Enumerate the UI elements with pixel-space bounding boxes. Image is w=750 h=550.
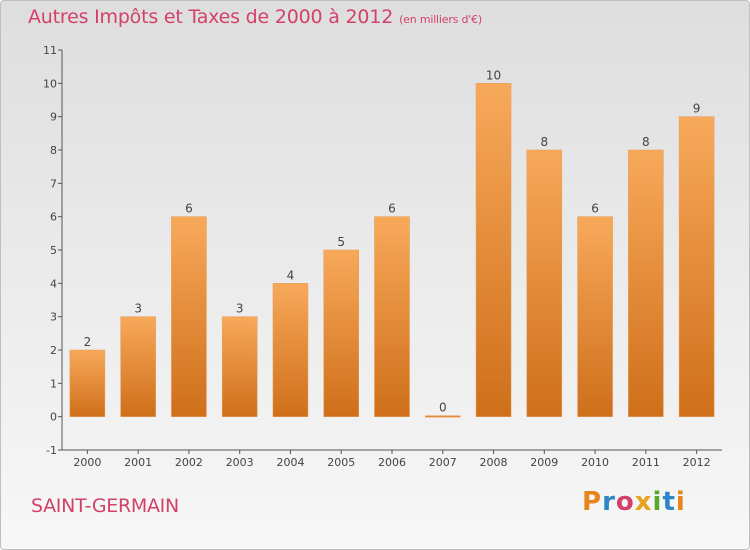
bar-2001 bbox=[120, 316, 156, 417]
data-label: 3 bbox=[236, 302, 244, 316]
bar-2011 bbox=[628, 149, 664, 417]
x-tick-label: 2008 bbox=[480, 456, 508, 469]
x-tick-label: 2009 bbox=[530, 456, 558, 469]
logo-letter: o bbox=[615, 487, 635, 517]
y-tick-label: 8 bbox=[50, 144, 57, 157]
y-tick-label: 10 bbox=[43, 77, 57, 90]
chart-title: Autres Impôts et Taxes de 2000 à 2012 (en… bbox=[28, 6, 482, 28]
x-tick-label: 2006 bbox=[378, 456, 406, 469]
bar-2002 bbox=[171, 216, 207, 417]
data-label: 0 bbox=[439, 401, 447, 415]
y-tick-label: 7 bbox=[50, 177, 57, 190]
data-label: 6 bbox=[388, 202, 396, 216]
data-label: 8 bbox=[540, 135, 548, 149]
bar-2009 bbox=[526, 149, 563, 417]
logo-letter: x bbox=[634, 487, 653, 517]
data-label: 2 bbox=[84, 335, 92, 349]
chart-unit: (en milliers d'€) bbox=[399, 13, 482, 26]
data-label: 8 bbox=[642, 135, 650, 149]
x-tick-label: 2004 bbox=[276, 456, 304, 469]
y-tick-label: -1 bbox=[46, 444, 57, 457]
x-tick-label: 2002 bbox=[175, 456, 203, 469]
data-label: 5 bbox=[337, 235, 345, 249]
x-tick-label: 2001 bbox=[124, 456, 152, 469]
y-tick-label: 2 bbox=[50, 344, 57, 357]
y-tick-label: 6 bbox=[50, 211, 57, 224]
x-tick-label: 2005 bbox=[327, 456, 355, 469]
bar-2004 bbox=[272, 283, 309, 417]
data-label: 6 bbox=[591, 202, 599, 216]
x-tick-label: 2012 bbox=[683, 456, 711, 469]
y-tick-label: 1 bbox=[50, 377, 57, 390]
y-tick-label: 5 bbox=[50, 244, 57, 257]
y-tick-label: 0 bbox=[50, 411, 57, 424]
bar-2010 bbox=[577, 216, 613, 417]
x-tick-label: 2003 bbox=[226, 456, 254, 469]
bar-2007 bbox=[425, 415, 461, 418]
y-tick-label: 3 bbox=[50, 311, 57, 324]
logo-letter: i bbox=[652, 487, 663, 517]
bar-2005 bbox=[323, 249, 359, 417]
bar-2008 bbox=[475, 83, 512, 417]
bar-2006 bbox=[374, 216, 410, 417]
logo-letter: P bbox=[582, 487, 603, 517]
data-label: 10 bbox=[486, 68, 501, 82]
bar-2003 bbox=[221, 316, 258, 417]
data-label: 4 bbox=[287, 268, 295, 282]
logo-letter: i bbox=[675, 487, 686, 517]
y-tick-label: 4 bbox=[50, 277, 57, 290]
city-name: SAINT-GERMAIN bbox=[31, 495, 179, 517]
bar-2012 bbox=[678, 116, 715, 417]
x-tick-label: 2007 bbox=[429, 456, 457, 469]
logo-letter: r bbox=[602, 487, 616, 517]
proxiti-logo[interactable]: Proxiti bbox=[582, 487, 686, 517]
data-label: 3 bbox=[134, 302, 142, 316]
y-tick-label: 9 bbox=[50, 111, 57, 124]
data-label: 6 bbox=[185, 202, 193, 216]
data-label: 9 bbox=[693, 102, 701, 116]
logo-letter: t bbox=[662, 487, 676, 517]
chart-title-text: Autres Impôts et Taxes de 2000 à 2012 bbox=[28, 6, 394, 28]
x-tick-label: 2011 bbox=[632, 456, 660, 469]
bar-2000 bbox=[69, 349, 106, 417]
x-tick-label: 2010 bbox=[581, 456, 609, 469]
x-tick-label: 2000 bbox=[73, 456, 101, 469]
y-tick-label: 11 bbox=[43, 44, 57, 57]
